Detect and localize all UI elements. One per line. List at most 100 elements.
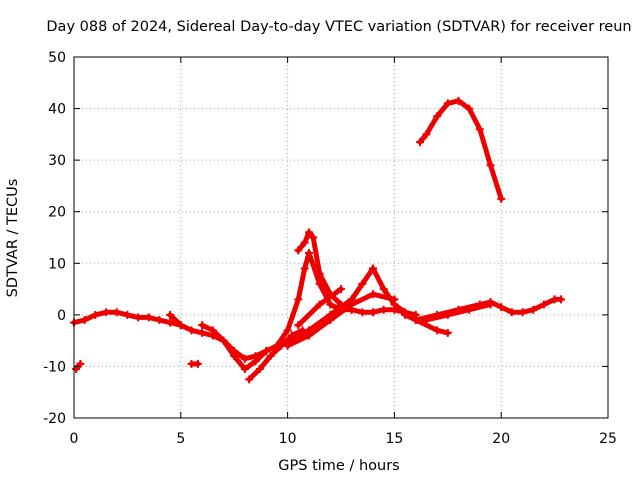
- data-point: [176, 321, 185, 330]
- data-point: [443, 328, 452, 337]
- data-point: [422, 316, 431, 325]
- data-point: [123, 310, 132, 319]
- data-point: [497, 303, 506, 312]
- series-arc-1: [70, 308, 185, 330]
- x-tick-label: 10: [279, 431, 297, 447]
- data-point: [465, 305, 474, 314]
- data-point: [518, 308, 527, 317]
- data-point: [315, 269, 324, 278]
- series-arc-10: [283, 290, 399, 350]
- series-layer: [70, 96, 566, 384]
- plot-frame: [73, 56, 609, 419]
- axis-ticks: [73, 56, 609, 419]
- data-point: [433, 112, 442, 121]
- data-point: [193, 359, 202, 368]
- y-axis-title: SDTVAR / TECUs: [5, 179, 21, 298]
- data-point: [326, 300, 335, 309]
- data-point: [497, 194, 506, 203]
- data-point: [529, 305, 538, 314]
- data-point: [80, 316, 89, 325]
- data-point: [390, 295, 399, 304]
- data-point: [230, 352, 239, 361]
- data-point: [166, 318, 175, 327]
- series-line: [423, 302, 493, 323]
- data-point: [144, 313, 153, 322]
- data-point: [358, 279, 367, 288]
- data-point: [309, 233, 318, 242]
- data-point: [294, 246, 303, 255]
- y-tick-label: 10: [48, 256, 66, 272]
- y-tick-label: 30: [48, 153, 66, 169]
- data-point: [187, 326, 196, 335]
- data-point: [416, 138, 425, 147]
- x-tick-label: 5: [176, 431, 185, 447]
- data-point: [245, 375, 254, 384]
- data-point: [219, 336, 228, 345]
- data-point: [283, 341, 292, 350]
- data-point: [369, 290, 378, 299]
- x-tick-label: 25: [599, 431, 617, 447]
- y-tick-label: -20: [43, 411, 66, 427]
- data-point: [91, 310, 100, 319]
- data-point: [208, 326, 217, 335]
- series-arc-4: [187, 359, 202, 368]
- data-point: [304, 331, 313, 340]
- y-tick-label: 20: [48, 205, 66, 221]
- data-point: [251, 357, 260, 366]
- data-point: [255, 365, 264, 374]
- y-tick-label: 50: [48, 50, 66, 66]
- data-point: [326, 316, 335, 325]
- x-axis-title: GPS time / hours: [278, 458, 399, 474]
- y-tick-labels: -20 -10 0 10 20 30 40 50: [43, 50, 66, 427]
- grid: [74, 57, 608, 418]
- data-point: [294, 321, 303, 330]
- chart-title: Day 088 of 2024, Sidereal Day-to-day VTE…: [46, 19, 631, 35]
- data-point: [76, 359, 85, 368]
- data-point: [411, 316, 420, 325]
- series-arc-13: [422, 300, 495, 325]
- y-tick-label: 40: [48, 102, 66, 118]
- data-point: [486, 161, 495, 170]
- x-tick-labels: 0 5 10 15 20 25: [70, 431, 617, 447]
- data-point: [454, 96, 463, 105]
- series-arc-14: [416, 96, 506, 203]
- data-point: [300, 238, 309, 247]
- data-point: [347, 300, 356, 309]
- data-point: [283, 326, 292, 335]
- data-point: [443, 310, 452, 319]
- data-point: [262, 346, 271, 355]
- series-arc-11: [294, 285, 345, 330]
- data-point: [198, 321, 207, 330]
- data-point: [102, 308, 111, 317]
- data-point: [266, 352, 275, 361]
- data-point: [240, 354, 249, 363]
- data-point: [422, 130, 431, 139]
- data-point: [315, 300, 324, 309]
- data-point: [337, 285, 345, 294]
- data-point: [486, 300, 495, 309]
- data-point: [507, 308, 516, 317]
- data-point: [294, 295, 303, 304]
- y-tick-label: -10: [43, 359, 66, 375]
- data-point: [112, 308, 121, 317]
- data-point: [300, 264, 309, 273]
- data-point: [358, 308, 367, 317]
- data-point: [401, 310, 410, 319]
- data-point: [134, 313, 143, 322]
- data-point: [240, 365, 249, 374]
- data-point: [539, 300, 548, 309]
- data-point: [379, 305, 388, 314]
- data-point: [304, 228, 313, 237]
- data-point: [433, 326, 442, 335]
- data-point: [304, 248, 313, 257]
- y-tick-label: 0: [57, 308, 66, 324]
- data-point: [155, 316, 164, 325]
- x-tick-label: 0: [70, 431, 79, 447]
- data-point: [379, 285, 388, 294]
- data-point: [557, 295, 566, 304]
- x-tick-label: 20: [492, 431, 510, 447]
- x-tick-label: 15: [385, 431, 403, 447]
- data-point: [166, 310, 175, 319]
